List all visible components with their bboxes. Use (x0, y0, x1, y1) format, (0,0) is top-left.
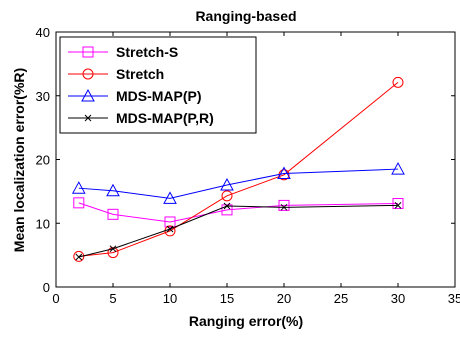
y-tick-label: 20 (36, 153, 50, 168)
data-point (392, 76, 404, 88)
y-tick-label: 30 (36, 89, 50, 104)
x-axis-label: Ranging error(%) (189, 313, 303, 329)
data-point (391, 162, 405, 175)
x-tick-label: 5 (109, 291, 116, 306)
data-point (163, 191, 177, 204)
legend-marker (81, 88, 95, 102)
data-point (166, 225, 174, 233)
plot-area: 0 5 10 15 20 25 30 35 0 10 20 30 40 (36, 25, 460, 306)
data-point (221, 190, 233, 202)
x-tick-label: 35 (448, 291, 460, 306)
data-point (221, 204, 233, 216)
legend-marker (82, 68, 94, 80)
x-tick-label: 30 (391, 291, 405, 306)
legend-marker (82, 46, 94, 58)
y-tick-label: 40 (36, 25, 50, 40)
y-tick-label: 10 (36, 216, 50, 231)
data-point (107, 208, 119, 220)
data-point (73, 197, 85, 209)
data-point (392, 197, 404, 209)
y-axis-label: Mean localization error(%R) (11, 68, 27, 252)
x-tick-label: 20 (277, 291, 291, 306)
data-point (223, 202, 231, 210)
data-point (109, 245, 117, 253)
data-point (106, 183, 120, 197)
data-point (394, 202, 402, 209)
legend-marker (84, 114, 92, 122)
data-point (71, 181, 86, 194)
x-tick-label: 15 (220, 291, 234, 306)
data-point (164, 216, 176, 228)
data-point (280, 203, 288, 211)
y-tick-label: 0 (43, 280, 50, 295)
series-line-0 (78, 202, 399, 223)
legend: Stretch-S Stretch MDS-MAP(P) MDS-MAP(P,R) (59, 36, 257, 134)
data-point (73, 250, 85, 262)
legend-label: MDS-MAP(P,R) (116, 110, 214, 126)
data-point (75, 253, 83, 261)
x-tick-label: 10 (163, 291, 177, 306)
legend-label: Stretch (116, 66, 164, 82)
data-point (278, 199, 290, 211)
legend-label: MDS-MAP(P) (116, 88, 202, 104)
legend-label: Stretch-S (116, 44, 178, 60)
data-point (220, 177, 234, 191)
x-tick-label: 0 (52, 291, 59, 306)
series-line-3 (78, 204, 399, 258)
chart-title: Ranging-based (195, 8, 296, 24)
x-tick-label: 25 (334, 291, 348, 306)
series-line-1 (78, 81, 399, 257)
data-point (107, 247, 119, 259)
data-point (277, 166, 291, 180)
series-line-2 (78, 168, 399, 199)
